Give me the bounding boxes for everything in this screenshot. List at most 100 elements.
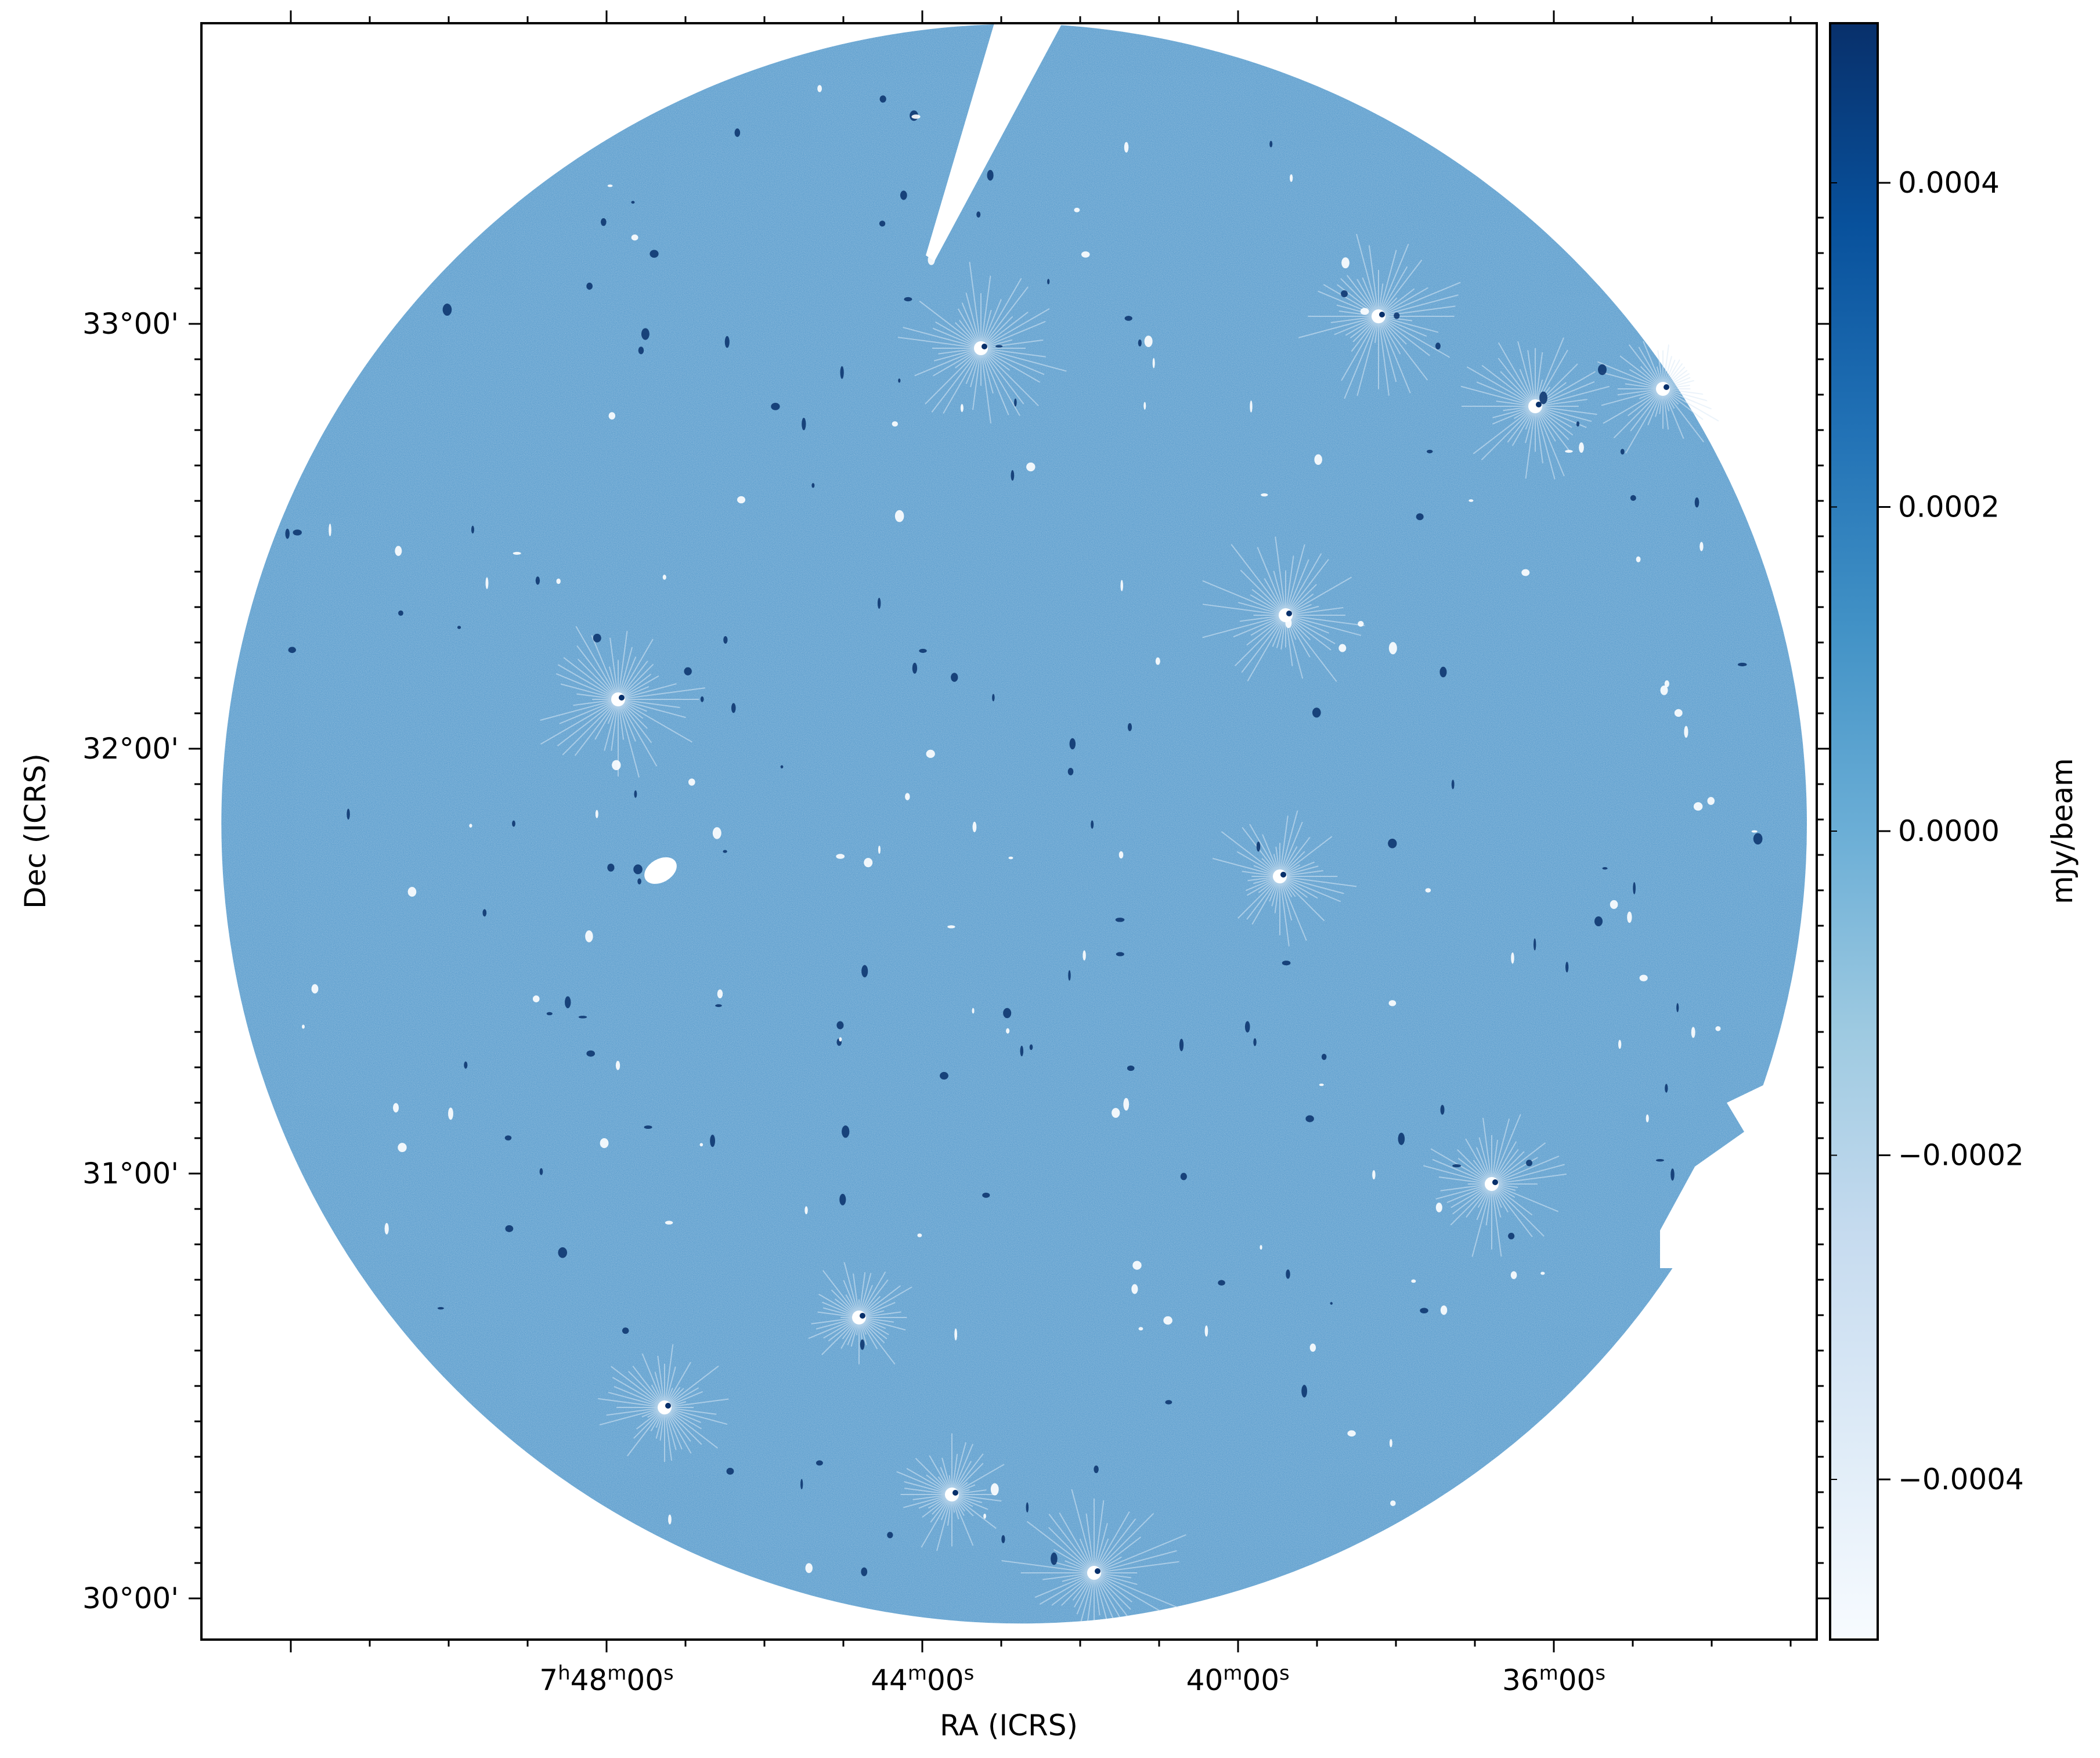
faint-source xyxy=(726,1468,734,1475)
negative-artifact xyxy=(398,1143,407,1153)
faint-source xyxy=(840,366,844,379)
negative-artifact xyxy=(1646,1114,1649,1122)
faint-source xyxy=(558,1247,568,1258)
faint-source xyxy=(482,909,487,917)
faint-source xyxy=(1630,495,1636,501)
negative-artifact xyxy=(1289,174,1293,182)
faint-source xyxy=(995,345,1003,348)
faint-source xyxy=(1655,1159,1665,1162)
colorbar-tick-label: 0.0000 xyxy=(1898,814,2000,848)
negative-artifact xyxy=(1138,1327,1143,1331)
negative-artifact xyxy=(1388,642,1397,655)
faint-source xyxy=(347,808,350,820)
negative-artifact xyxy=(1261,493,1268,497)
negative-artifact xyxy=(1143,402,1146,410)
faint-source xyxy=(1253,1038,1257,1046)
negative-artifact xyxy=(1693,802,1703,811)
colorbar-tick-label: 0.0002 xyxy=(1898,490,2000,524)
bright-source xyxy=(896,1433,1005,1551)
negative-artifact xyxy=(972,1008,975,1014)
negative-artifact xyxy=(1435,1203,1442,1212)
bright-source xyxy=(1202,536,1365,683)
faint-source xyxy=(700,696,704,702)
faint-source xyxy=(1282,961,1291,966)
negative-artifact xyxy=(839,1037,842,1042)
faint-source xyxy=(780,765,784,768)
negative-artifact xyxy=(1389,1439,1392,1447)
negative-artifact xyxy=(1155,657,1160,665)
negative-artifact xyxy=(864,858,873,868)
negative-artifact xyxy=(311,984,319,994)
negative-artifact xyxy=(1026,462,1035,472)
y-tick-label: 32°00' xyxy=(82,732,179,766)
faint-source xyxy=(811,483,815,488)
faint-source xyxy=(293,529,302,536)
faint-source xyxy=(1003,1008,1012,1019)
faint-source xyxy=(637,878,641,885)
faint-source xyxy=(1067,768,1074,775)
faint-source xyxy=(1738,662,1747,667)
negative-artifact xyxy=(1124,142,1129,153)
faint-source xyxy=(471,525,474,534)
faint-source xyxy=(1127,723,1132,731)
faint-source xyxy=(505,1225,514,1232)
negative-artifact xyxy=(1664,680,1669,688)
faint-source xyxy=(1286,1269,1290,1279)
negative-artifact xyxy=(1112,1107,1120,1118)
negative-artifact xyxy=(983,1513,986,1519)
negative-artifact xyxy=(894,510,904,522)
faint-source xyxy=(1633,882,1636,894)
y-tick-label: 30°00' xyxy=(82,1582,179,1615)
faint-source xyxy=(1427,449,1433,454)
faint-source xyxy=(724,335,730,348)
faint-source xyxy=(1116,952,1124,956)
faint-source xyxy=(1416,513,1424,521)
negative-artifact xyxy=(1204,1325,1208,1337)
faint-source xyxy=(836,1021,844,1030)
faint-source xyxy=(633,864,643,875)
faint-source xyxy=(641,328,650,340)
faint-source xyxy=(457,626,461,629)
faint-source xyxy=(288,647,296,654)
negative-artifact xyxy=(960,404,964,412)
faint-source xyxy=(919,648,927,653)
faint-source xyxy=(601,218,607,226)
faint-source xyxy=(398,610,403,616)
radio-sources xyxy=(285,85,1763,1624)
negative-artifact xyxy=(1144,335,1153,348)
negative-artifact xyxy=(878,845,881,854)
faint-source xyxy=(1138,339,1142,346)
faint-source xyxy=(535,576,540,585)
faint-source xyxy=(437,1307,444,1310)
negative-artifact xyxy=(1081,251,1090,258)
faint-source xyxy=(1398,1132,1405,1145)
negative-artifact xyxy=(688,778,695,786)
sky-image xyxy=(221,23,1817,1624)
faint-source xyxy=(1620,449,1625,455)
x-axis-label: RA (ICRS) xyxy=(940,1709,1078,1742)
faint-source xyxy=(1312,707,1321,718)
faint-source xyxy=(1440,1104,1445,1115)
faint-source xyxy=(1001,1535,1005,1543)
negative-artifact xyxy=(1511,952,1514,964)
faint-source xyxy=(1256,842,1261,852)
negative-artifact xyxy=(384,1223,389,1234)
faint-source xyxy=(802,417,806,431)
bright-source xyxy=(1298,233,1461,399)
faint-source xyxy=(1602,867,1608,870)
negative-artifact xyxy=(737,496,746,504)
faint-source xyxy=(1565,962,1569,973)
faint-source xyxy=(1508,1232,1515,1240)
faint-source xyxy=(1451,779,1455,789)
faint-source xyxy=(539,1168,543,1175)
x-tick-label: 40m00s xyxy=(1186,1662,1290,1697)
x-tick-label: 44m00s xyxy=(871,1662,974,1697)
negative-artifact xyxy=(917,1233,922,1237)
faint-source xyxy=(622,1327,629,1334)
negative-artifact xyxy=(585,930,593,943)
colorbar-tick-label: −0.0002 xyxy=(1898,1139,2024,1172)
x-tick-label: 7h48m00s xyxy=(539,1662,673,1697)
faint-source xyxy=(1394,312,1400,319)
negative-artifact xyxy=(595,810,598,818)
negative-artifact xyxy=(1260,1245,1262,1250)
